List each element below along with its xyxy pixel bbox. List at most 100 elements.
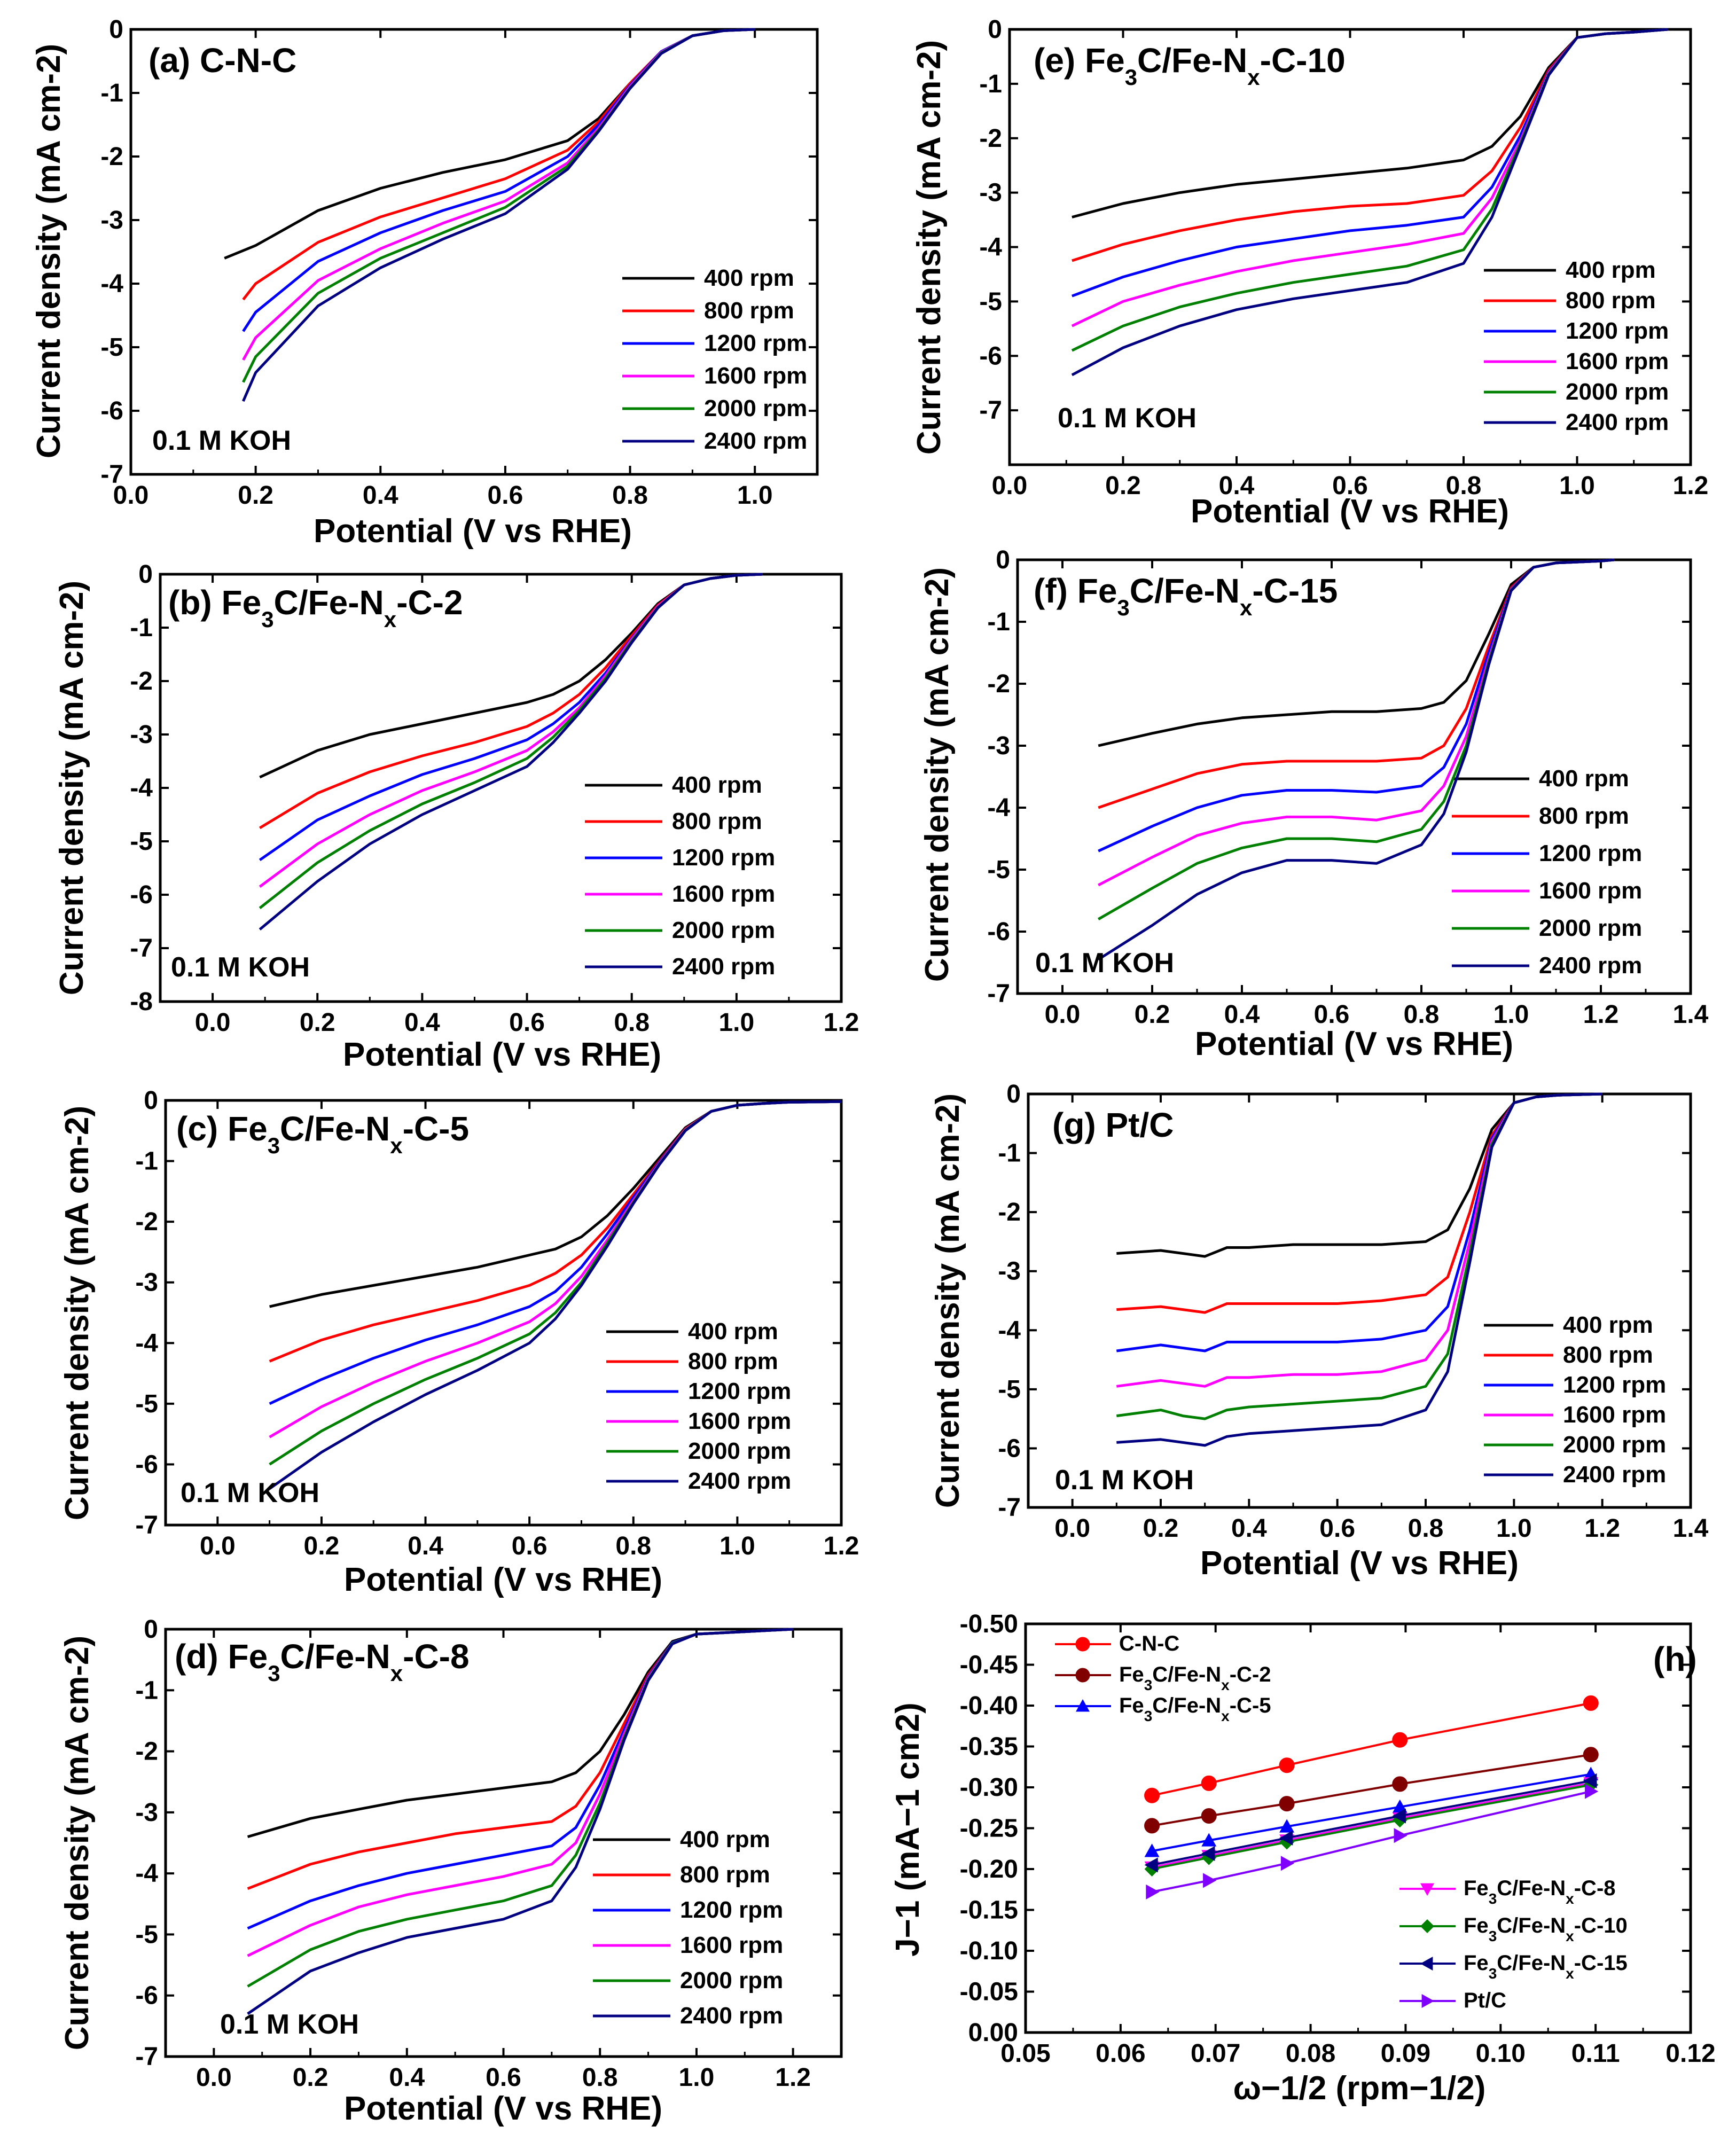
y-tick-label: -0.05 — [960, 1978, 1018, 2006]
text-part: x — [384, 607, 397, 632]
y-tick-label: -6 — [998, 1434, 1021, 1463]
x-axis-label: Potential (V vs RHE) — [344, 1561, 662, 1598]
series-line — [269, 1100, 842, 1490]
data-point — [1392, 1732, 1408, 1748]
data-point — [1392, 1776, 1408, 1792]
y-tick-label: -5 — [100, 333, 123, 362]
text-part: -C-5 — [403, 1109, 469, 1148]
y-tick-label: -5 — [998, 1375, 1021, 1404]
text-part: C/Fe-N — [1152, 1694, 1221, 1717]
y-axis-label: Current density (mA cm-2) — [30, 44, 67, 458]
y-tick-label: -0.50 — [960, 1610, 1018, 1638]
text-part: 3 — [261, 607, 273, 632]
data-point — [1146, 1884, 1160, 1900]
text-part: 3 — [1117, 595, 1129, 620]
data-point — [1394, 1828, 1407, 1843]
y-tick-label: 0 — [996, 546, 1010, 574]
y-tick-label: -0.20 — [960, 1855, 1018, 1883]
x-tick-label: 0.6 — [1314, 1000, 1350, 1029]
text-part: (e) Fe — [1034, 41, 1125, 80]
legend-label: 800 rpm — [672, 808, 762, 834]
y-tick-label: -0.30 — [960, 1773, 1018, 1802]
panel-e: 0.0 0.2 0.4 0.6 0.8 1.0 1.2 0 -1 -2 -3 -4 -5 -6 -7 Pote… — [911, 15, 1708, 530]
x-tick-label: 0.0 — [200, 1532, 236, 1560]
legend-label: 400 rpm — [1566, 257, 1656, 283]
y-tick-label: -3 — [130, 721, 153, 749]
legend-label: 1200 rpm — [1563, 1372, 1666, 1398]
y-tick-label: -2 — [130, 667, 153, 695]
data-point — [1201, 1833, 1217, 1847]
legend-label: 2400 rpm — [680, 2003, 783, 2029]
data-point — [1201, 1808, 1217, 1824]
text-part: Fe — [1119, 1663, 1144, 1686]
x-tick-label: 0.8 — [615, 1532, 651, 1560]
legend-label: 1200 rpm — [704, 330, 807, 356]
x-tick-label: 1.2 — [775, 2063, 811, 2092]
y-tick-label: -4 — [100, 270, 123, 298]
legend-label: 400 rpm — [704, 265, 794, 291]
y-axis-label: Current density (mA cm-2) — [911, 40, 948, 455]
series-line — [242, 28, 755, 383]
data-point — [1392, 1799, 1407, 1813]
series-line — [1116, 1092, 1602, 1258]
text-part: (f) Fe — [1034, 572, 1117, 610]
y-tick-label: -5 — [130, 827, 153, 856]
fit-line — [1152, 1773, 1591, 1852]
x-tick-label: 0.4 — [1219, 472, 1255, 500]
x-tick-label: 0.09 — [1381, 2039, 1430, 2068]
legend-label: 400 rpm — [672, 772, 762, 798]
y-tick-label: 0 — [138, 560, 153, 589]
legend-label: 2000 rpm — [1539, 915, 1642, 941]
y-axis-label: J−1 (mA−1 cm2) — [889, 1702, 926, 1957]
series-line — [242, 28, 755, 301]
text-part: Pt/C — [1464, 1989, 1506, 2012]
data-point — [1201, 1775, 1217, 1791]
legend-label: 400 rpm — [688, 1318, 778, 1345]
text-part: x — [1221, 1708, 1230, 1724]
x-tick-label: 0.6 — [1332, 472, 1368, 500]
y-tick-label: -4 — [130, 774, 153, 802]
legend-label: 800 rpm — [1539, 803, 1629, 829]
text-part: 3 — [1144, 1708, 1153, 1724]
y-tick-label: -7 — [100, 460, 123, 489]
data-point — [1279, 1796, 1295, 1812]
x-tick-label: 0.8 — [614, 1009, 650, 1037]
y-tick-label: -0.10 — [960, 1937, 1018, 1965]
fit-line — [1152, 1753, 1591, 1827]
legend-label: 2400 rpm — [672, 953, 775, 980]
legend-marker — [1420, 1919, 1434, 1933]
series-line — [1116, 1092, 1602, 1420]
data-point — [1144, 1818, 1160, 1834]
text-part: 3 — [268, 1133, 280, 1158]
text-part: (a) C-N-C — [148, 41, 296, 80]
legend-label: Fe3C/Fe-Nx-C-10 — [1464, 1914, 1628, 1944]
legend-label: 800 rpm — [680, 1862, 770, 1888]
series-line — [224, 28, 755, 260]
x-tick-label: 1.0 — [737, 481, 773, 510]
y-tick-label: -3 — [135, 1269, 158, 1297]
legend-label: 1200 rpm — [1539, 840, 1642, 866]
x-tick-label: 0.07 — [1191, 2039, 1240, 2068]
y-tick-label: -8 — [130, 988, 153, 1016]
text-part: Fe — [1119, 1694, 1144, 1717]
text-part: Fe — [1464, 1914, 1489, 1937]
y-tick-label: -2 — [998, 1198, 1021, 1226]
legend-label: 2000 rpm — [1563, 1432, 1666, 1458]
x-tick-label: 0.4 — [1231, 1514, 1267, 1543]
plot-frame — [1027, 1092, 1692, 1509]
plot-frame — [1016, 558, 1692, 995]
legend-label: 800 rpm — [688, 1348, 778, 1374]
text-part: x — [390, 1133, 403, 1158]
y-tick-label: -3 — [100, 206, 123, 234]
text-part: x — [1566, 1965, 1574, 1982]
x-tick-label: 0.8 — [1446, 472, 1482, 500]
x-tick-label: 0.11 — [1571, 2039, 1620, 2068]
x-tick-label: 0.2 — [304, 1532, 340, 1560]
series-line — [1116, 1092, 1602, 1353]
series-line — [1116, 1092, 1602, 1447]
panel-title: (e) Fe3C/Fe-Nx-C-10 — [1034, 41, 1346, 90]
x-tick-label: 1.0 — [679, 2063, 715, 2092]
text-part: -C-10 — [1574, 1914, 1628, 1937]
y-tick-label: -4 — [987, 794, 1010, 822]
legend-label: 1600 rpm — [680, 1932, 783, 1958]
